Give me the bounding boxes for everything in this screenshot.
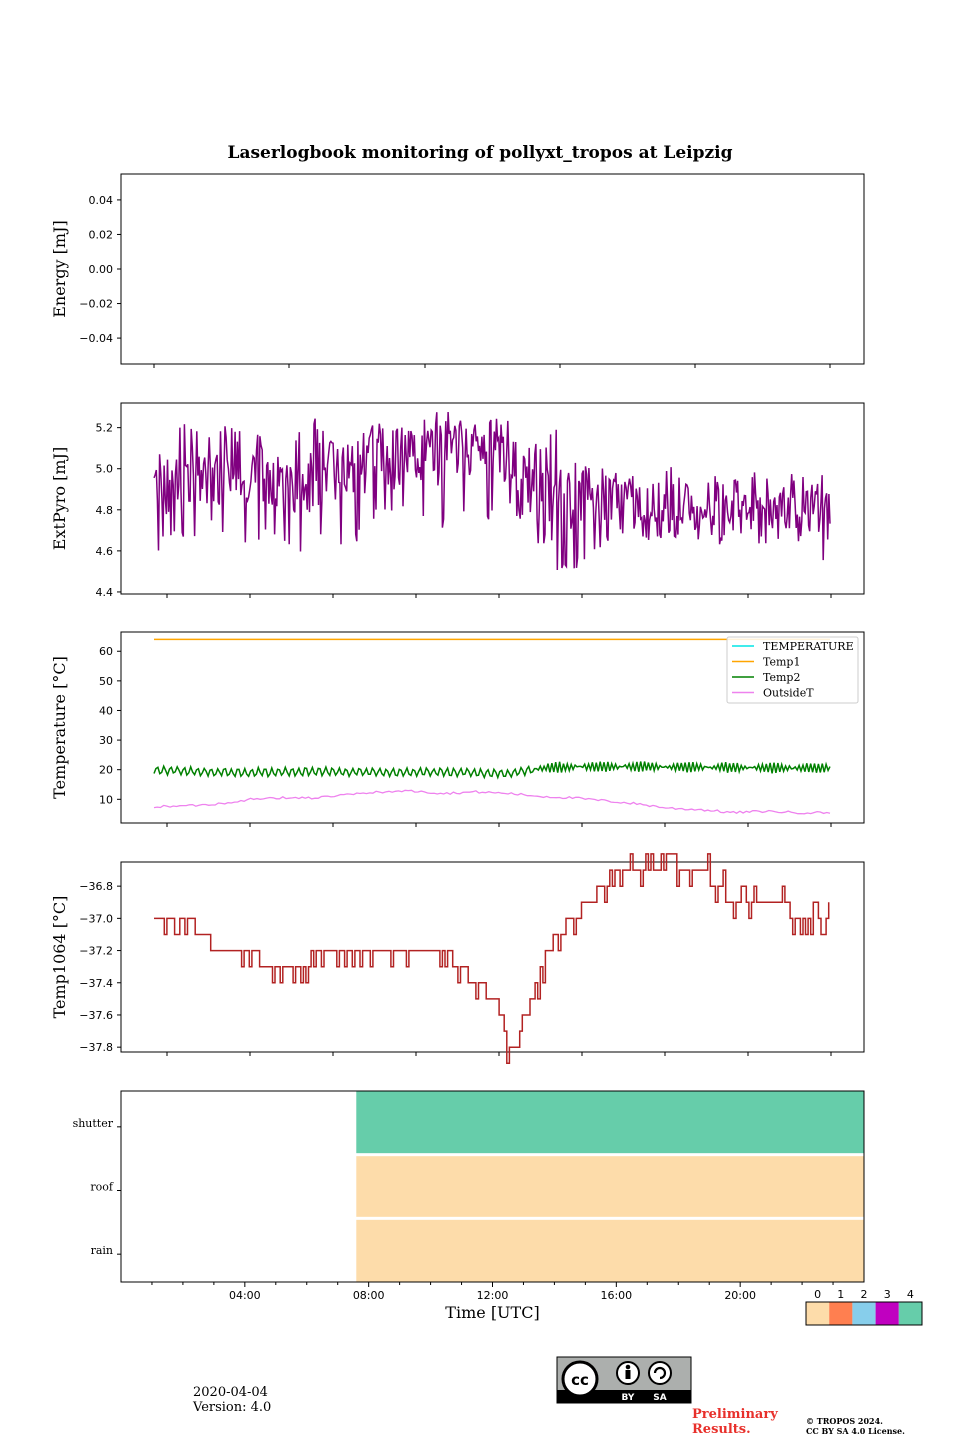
chart-title: Laserlogbook monitoring of pollyxt_tropo… bbox=[227, 143, 732, 163]
share-alike-icon bbox=[648, 1361, 672, 1385]
y-tick-label: −37.0 bbox=[79, 912, 113, 925]
x-tick-label: 08:00 bbox=[353, 1289, 385, 1302]
legend: TEMPERATURE Temp1 Temp2 OutsideT bbox=[726, 636, 859, 704]
footer-date: 2020-04-04 bbox=[193, 1385, 268, 1400]
footer: 2020-04-04 Version: 4.0 cc BY SA Prelimi… bbox=[192, 1356, 905, 1437]
y-tick-label: 10 bbox=[99, 793, 113, 806]
status-label-shutter: shutter bbox=[73, 1117, 114, 1130]
colorbar-swatch-2 bbox=[852, 1302, 876, 1325]
colorbar-swatch-4 bbox=[898, 1302, 922, 1325]
y-tick-label: 50 bbox=[99, 675, 113, 688]
y-tick-label: −37.8 bbox=[79, 1041, 113, 1054]
cc-by-label: BY bbox=[622, 1393, 635, 1403]
y-tick-label: 4.8 bbox=[96, 504, 114, 517]
status-cell-shutter bbox=[356, 1091, 864, 1154]
y-tick-label: 0.04 bbox=[89, 194, 114, 207]
colorbar-swatch-1 bbox=[829, 1302, 853, 1325]
plot-frame bbox=[120, 173, 865, 365]
cc-icon bbox=[561, 1360, 599, 1398]
y-axis-label: Energy [mJ] bbox=[50, 220, 69, 318]
x-tick-label: 04:00 bbox=[229, 1289, 261, 1302]
y-tick-label: 4.6 bbox=[96, 545, 114, 558]
plot-frame bbox=[120, 861, 865, 1053]
cc-license-badge: cc BY SA bbox=[556, 1356, 692, 1404]
plot-frame bbox=[120, 631, 865, 824]
legend-label: OutsideT bbox=[763, 687, 814, 700]
y-axis-label: ExtPyro [mJ] bbox=[50, 447, 69, 550]
y-tick-label: 0.02 bbox=[89, 228, 114, 241]
panel-temp1064: −36.8 −37.0 −37.2 −37.4 −37.6 −37.8 Temp1064 [… bbox=[50, 853, 865, 1065]
x-tick-label: 12:00 bbox=[477, 1289, 509, 1302]
footer-version: Version: 4.0 bbox=[192, 1400, 271, 1415]
status-cell-roof bbox=[356, 1156, 864, 1217]
colorbar-tick-label: 0 bbox=[814, 1288, 821, 1301]
legend-label: TEMPERATURE bbox=[763, 640, 854, 653]
y-tick-label: 60 bbox=[99, 645, 113, 658]
legend-label: Temp2 bbox=[763, 671, 800, 684]
colorbar-tick-label: 3 bbox=[884, 1288, 891, 1301]
y-tick-label: 20 bbox=[99, 764, 113, 777]
y-tick-label: 30 bbox=[99, 734, 113, 747]
y-tick-label: −0.04 bbox=[79, 332, 113, 345]
y-axis-label: Temp1064 [°C] bbox=[50, 896, 69, 1019]
status-label-roof: roof bbox=[90, 1181, 114, 1194]
panel-status: shutter roof rain 04:00 08:00 12:00 16:00 20:00… bbox=[73, 1090, 865, 1322]
legend-box bbox=[726, 636, 859, 704]
panel-extpyro: 5.2 5.0 4.8 4.6 4.4 ExtPyro [mJ] bbox=[50, 402, 865, 599]
legend-label: Temp1 bbox=[763, 656, 800, 669]
colorbar-tick-label: 2 bbox=[861, 1288, 868, 1301]
y-tick-label: −36.8 bbox=[79, 880, 113, 893]
x-tick-label: 16:00 bbox=[600, 1289, 632, 1302]
y-tick-label: −37.4 bbox=[79, 977, 113, 990]
preliminary-line-2: Results. bbox=[692, 1422, 751, 1437]
colorbar-frame bbox=[805, 1301, 923, 1326]
series-extpyro-line bbox=[153, 411, 831, 571]
x-axis-label: Time [UTC] bbox=[445, 1303, 539, 1322]
status-cell-rain bbox=[356, 1219, 864, 1282]
cc-text: cc bbox=[571, 1371, 589, 1389]
series-temp2-line bbox=[153, 760, 831, 780]
chart-panels: 0.04 0.02 0.00 −0.02 −0.04 Energy [mJ] 5.2 5.0 4… bbox=[50, 173, 923, 1326]
colorbar-tick-label: 1 bbox=[837, 1288, 844, 1301]
y-tick-label: 40 bbox=[99, 704, 113, 717]
y-tick-label: 5.0 bbox=[96, 463, 114, 476]
y-tick-label: −37.2 bbox=[79, 945, 113, 958]
status-label-rain: rain bbox=[91, 1244, 113, 1257]
colorbar: 0 1 2 3 4 bbox=[805, 1288, 923, 1326]
colorbar-swatch-0 bbox=[806, 1302, 830, 1325]
series-outsidet-line bbox=[153, 789, 831, 815]
x-tick-label: 20:00 bbox=[724, 1289, 756, 1302]
y-axis-label: Temperature [°C] bbox=[50, 656, 69, 799]
preliminary-line-1: Preliminary bbox=[692, 1407, 778, 1422]
panel-energy: 0.04 0.02 0.00 −0.02 −0.04 Energy [mJ] bbox=[50, 173, 865, 368]
y-tick-label: 5.2 bbox=[96, 422, 114, 435]
y-tick-label: −37.6 bbox=[79, 1009, 113, 1022]
plot-frame bbox=[120, 402, 865, 595]
y-tick-label: 0.00 bbox=[89, 263, 114, 276]
cc-sa-label: SA bbox=[653, 1393, 666, 1403]
copyright-line-2: CC BY SA 4.0 License. bbox=[806, 1426, 905, 1436]
colorbar-swatch-3 bbox=[875, 1302, 899, 1325]
y-tick-label: 4.4 bbox=[96, 586, 114, 599]
colorbar-tick-label: 4 bbox=[907, 1288, 914, 1301]
y-tick-label: −0.02 bbox=[79, 298, 113, 311]
series-temp1064-line bbox=[154, 853, 830, 1065]
copyright-line-1: © TROPOS 2024. bbox=[806, 1416, 883, 1426]
